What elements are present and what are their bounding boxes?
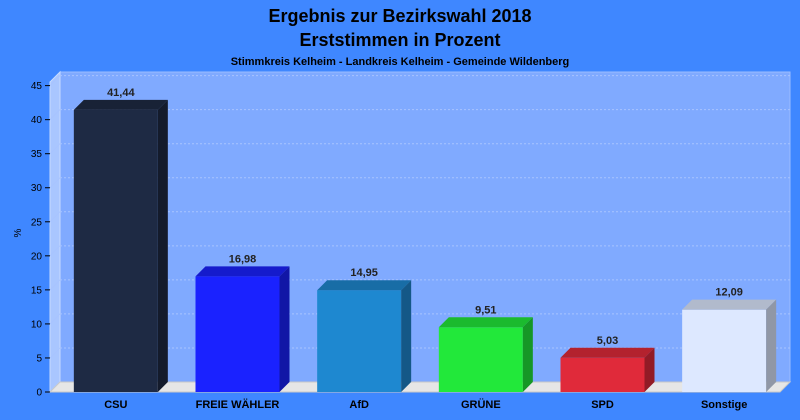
x-tick-label: CSU xyxy=(104,399,127,411)
y-tick-label: 15 xyxy=(31,285,43,296)
bar-side xyxy=(157,99,168,392)
x-tick-label: SPD xyxy=(591,399,614,411)
bar xyxy=(560,357,645,392)
gridline-side xyxy=(49,245,61,257)
y-tick-label: 45 xyxy=(31,81,43,92)
chart-subtitle: Erststimmen in Prozent xyxy=(299,30,500,50)
data-label: 12,09 xyxy=(715,287,743,299)
bar-side xyxy=(644,347,655,392)
x-tick-label: FREIE WÄHLER xyxy=(196,398,280,411)
y-tick-label: 40 xyxy=(31,115,43,126)
data-label: 14,95 xyxy=(350,267,378,279)
bar-top xyxy=(682,299,777,310)
y-tick-label: 10 xyxy=(31,319,43,330)
data-label: 16,98 xyxy=(229,253,257,265)
side-wall xyxy=(49,70,61,394)
bar-side xyxy=(279,266,290,392)
bar xyxy=(73,109,158,392)
x-tick-label: GRÜNE xyxy=(461,398,501,411)
y-axis-label: % xyxy=(13,228,24,237)
y-tick-label: 30 xyxy=(31,183,43,194)
y-tick-label: 25 xyxy=(31,217,43,228)
gridline-side xyxy=(49,177,61,189)
bar-top xyxy=(317,280,412,291)
gridline-side xyxy=(49,143,61,155)
gridline-side xyxy=(49,279,61,291)
data-label: 5,03 xyxy=(597,335,618,347)
gridline-side xyxy=(49,109,61,121)
bar-side xyxy=(401,280,412,392)
back-wall xyxy=(59,71,791,383)
data-label: 41,44 xyxy=(107,87,135,99)
bar-side xyxy=(766,299,777,392)
gridline-side xyxy=(49,347,61,359)
bar xyxy=(195,276,280,392)
bar-top xyxy=(73,99,168,110)
y-tick-label: 20 xyxy=(31,251,43,262)
bar xyxy=(438,327,523,392)
gridline-side xyxy=(49,75,61,86)
y-tick-label: 5 xyxy=(36,353,42,364)
plot-area: 0 5 10 15 20 25 30 35 40 45 41,44 CSU 16,98 FREIE WÄH… xyxy=(31,70,792,411)
gridline-side xyxy=(49,313,61,325)
bar xyxy=(682,309,767,392)
chart-title: Ergebnis zur Bezirkswahl 2018 xyxy=(268,6,531,26)
bar-top xyxy=(560,347,655,358)
bar-top xyxy=(438,317,533,328)
x-tick-label: Sonstige xyxy=(701,399,747,411)
y-tick-label: 35 xyxy=(31,149,43,160)
x-tick-label: AfD xyxy=(349,399,369,411)
bar-side xyxy=(522,317,533,392)
bar xyxy=(317,290,402,392)
data-label: 9,51 xyxy=(475,304,496,316)
bar-top xyxy=(195,266,290,277)
gridline-side xyxy=(49,211,61,223)
y-tick-label: 0 xyxy=(36,388,42,399)
chart-subtitle-location: Stimmkreis Kelheim - Landkreis Kelheim -… xyxy=(231,56,570,68)
